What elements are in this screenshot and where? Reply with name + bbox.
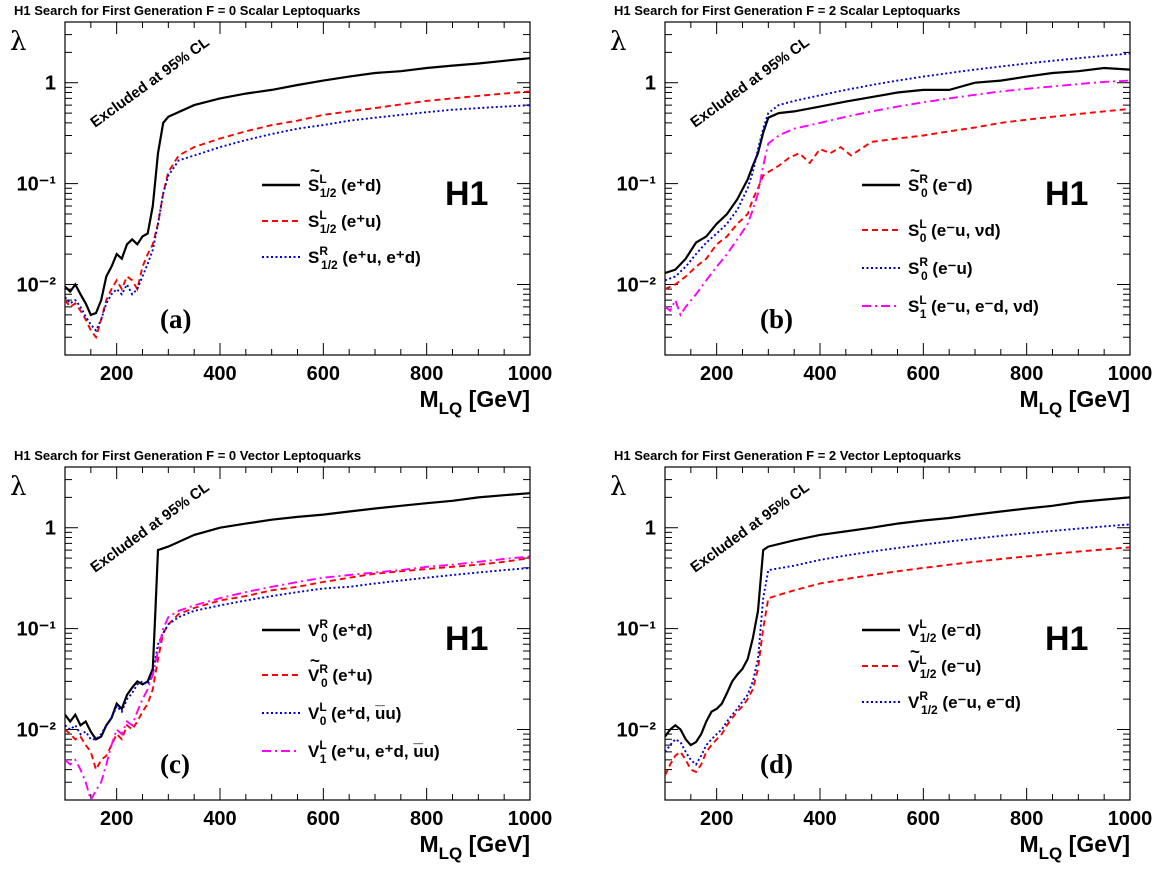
legend-entry: VL 1/2 (e⁻d) xyxy=(908,617,981,645)
x-tick-label: 1000 xyxy=(508,808,553,830)
experiment-label: H1 xyxy=(445,175,488,213)
x-tick-label: 800 xyxy=(1010,363,1043,385)
y-axis-label: λ xyxy=(10,472,26,502)
legend-entry: VL 0 (e⁺d, u̅u) xyxy=(308,700,401,728)
chart-title: H1 Search for First Generation F = 0 Sca… xyxy=(14,3,360,18)
x-axis-label: MLQ [GeV] xyxy=(419,386,530,418)
excluded-annotation: Excluded at 95% CL xyxy=(87,479,212,577)
x-axis-label: MLQ [GeV] xyxy=(1019,831,1130,863)
chart-panel-d: H1 Search for First Generation F = 2 Vec… xyxy=(610,448,1152,863)
x-tick-label: 800 xyxy=(410,808,443,830)
x-tick-label: 600 xyxy=(307,808,340,830)
x-axis-label: MLQ [GeV] xyxy=(1019,386,1130,418)
panel-label: (b) xyxy=(760,304,793,334)
chart-panel-a: H1 Search for First Generation F = 0 Sca… xyxy=(10,3,552,418)
x-tick-label: 1000 xyxy=(1108,808,1153,830)
y-axis-label: λ xyxy=(610,27,626,57)
series-line-1 xyxy=(65,90,530,340)
y-tick-label: 10⁻² xyxy=(617,274,657,296)
series-line-2 xyxy=(65,104,530,333)
chart-panel-c: H1 Search for First Generation F = 0 Vec… xyxy=(10,448,552,863)
excluded-annotation: Excluded at 95% CL xyxy=(687,34,812,132)
y-tick-label: 10⁻² xyxy=(17,274,57,296)
x-tick-label: 200 xyxy=(700,808,733,830)
y-tick-label: 10⁻¹ xyxy=(617,619,657,641)
series-line-2 xyxy=(665,52,1130,282)
series-line-0 xyxy=(665,496,1130,747)
tilde-mark: ~ xyxy=(910,642,920,661)
legend-entry: SR 1/2 (e⁺u, e⁺d) xyxy=(308,244,421,272)
series-line-0 xyxy=(65,492,530,741)
panel-label: (d) xyxy=(760,749,793,779)
x-tick-label: 600 xyxy=(907,808,940,830)
series-line-3 xyxy=(65,555,530,800)
series-line-1 xyxy=(665,107,1130,290)
y-axis-label: λ xyxy=(10,27,26,57)
series-line-1 xyxy=(665,546,1130,776)
series-line-0 xyxy=(65,57,530,317)
panel-label: (c) xyxy=(160,749,190,779)
legend-entry: SR 0 (e⁻u) xyxy=(908,255,973,283)
series-line-0 xyxy=(665,66,1130,275)
y-tick-label: 10⁻¹ xyxy=(17,174,57,196)
experiment-label: H1 xyxy=(1045,620,1088,658)
y-tick-label: 10⁻¹ xyxy=(617,174,657,196)
series-line-2 xyxy=(65,566,530,741)
legend-entry: VR 0 (e⁺u) xyxy=(308,662,373,690)
series-line-3 xyxy=(665,79,1130,318)
x-tick-label: 400 xyxy=(203,808,236,830)
y-axis-label: λ xyxy=(610,472,626,502)
x-tick-label: 200 xyxy=(700,363,733,385)
y-tick-label: 1 xyxy=(45,518,56,540)
panel-label: (a) xyxy=(160,304,191,334)
legend-entry: SL 1/2 (e⁺u) xyxy=(308,208,381,236)
y-tick-label: 1 xyxy=(645,73,656,95)
y-tick-label: 10⁻¹ xyxy=(17,619,57,641)
experiment-label: H1 xyxy=(445,620,488,658)
tilde-mark: ~ xyxy=(310,161,320,180)
chart-title: H1 Search for First Generation F = 2 Sca… xyxy=(614,3,960,18)
y-tick-label: 10⁻² xyxy=(17,719,57,741)
series-line-1 xyxy=(65,557,530,773)
excluded-annotation: Excluded at 95% CL xyxy=(87,34,212,132)
legend-entry: VL 1/2 (e⁻u) xyxy=(908,653,981,681)
legend-entry: VR 0 (e⁺d) xyxy=(308,617,373,645)
chart-title: H1 Search for First Generation F = 0 Vec… xyxy=(14,448,361,463)
x-tick-label: 600 xyxy=(907,363,940,385)
x-axis-label: MLQ [GeV] xyxy=(419,831,530,863)
x-tick-label: 200 xyxy=(100,363,133,385)
x-tick-label: 1000 xyxy=(508,363,553,385)
x-tick-label: 400 xyxy=(803,363,836,385)
chart-panel-b: H1 Search for First Generation F = 2 Sca… xyxy=(610,3,1152,418)
y-tick-label: 1 xyxy=(645,518,656,540)
legend-entry: SR 0 (e⁻d) xyxy=(908,172,973,200)
tilde-mark: ~ xyxy=(310,651,320,670)
x-tick-label: 400 xyxy=(803,808,836,830)
x-tick-label: 800 xyxy=(1010,808,1043,830)
experiment-label: H1 xyxy=(1045,175,1088,213)
chart-title: H1 Search for First Generation F = 2 Vec… xyxy=(614,448,961,463)
y-tick-label: 1 xyxy=(45,73,56,95)
x-tick-label: 400 xyxy=(203,363,236,385)
x-tick-label: 200 xyxy=(100,808,133,830)
legend-entry: SL 1/2 (e⁺d) xyxy=(308,172,381,200)
x-tick-label: 800 xyxy=(410,363,443,385)
x-tick-label: 1000 xyxy=(1108,363,1153,385)
legend-entry: VL 1 (e⁺u, e⁺d, u̅u) xyxy=(308,738,440,766)
legend-entry: SL 0 (e⁻u, νd) xyxy=(908,217,1001,245)
y-tick-label: 10⁻² xyxy=(617,719,657,741)
excluded-annotation: Excluded at 95% CL xyxy=(687,479,812,577)
x-tick-label: 600 xyxy=(307,363,340,385)
series-line-2 xyxy=(665,523,1130,766)
tilde-mark: ~ xyxy=(910,161,920,180)
legend-entry: VR 1/2 (e⁻u, e⁻d) xyxy=(908,689,1021,717)
legend-entry: SL 1 (e⁻u, e⁻d, νd) xyxy=(908,293,1039,321)
